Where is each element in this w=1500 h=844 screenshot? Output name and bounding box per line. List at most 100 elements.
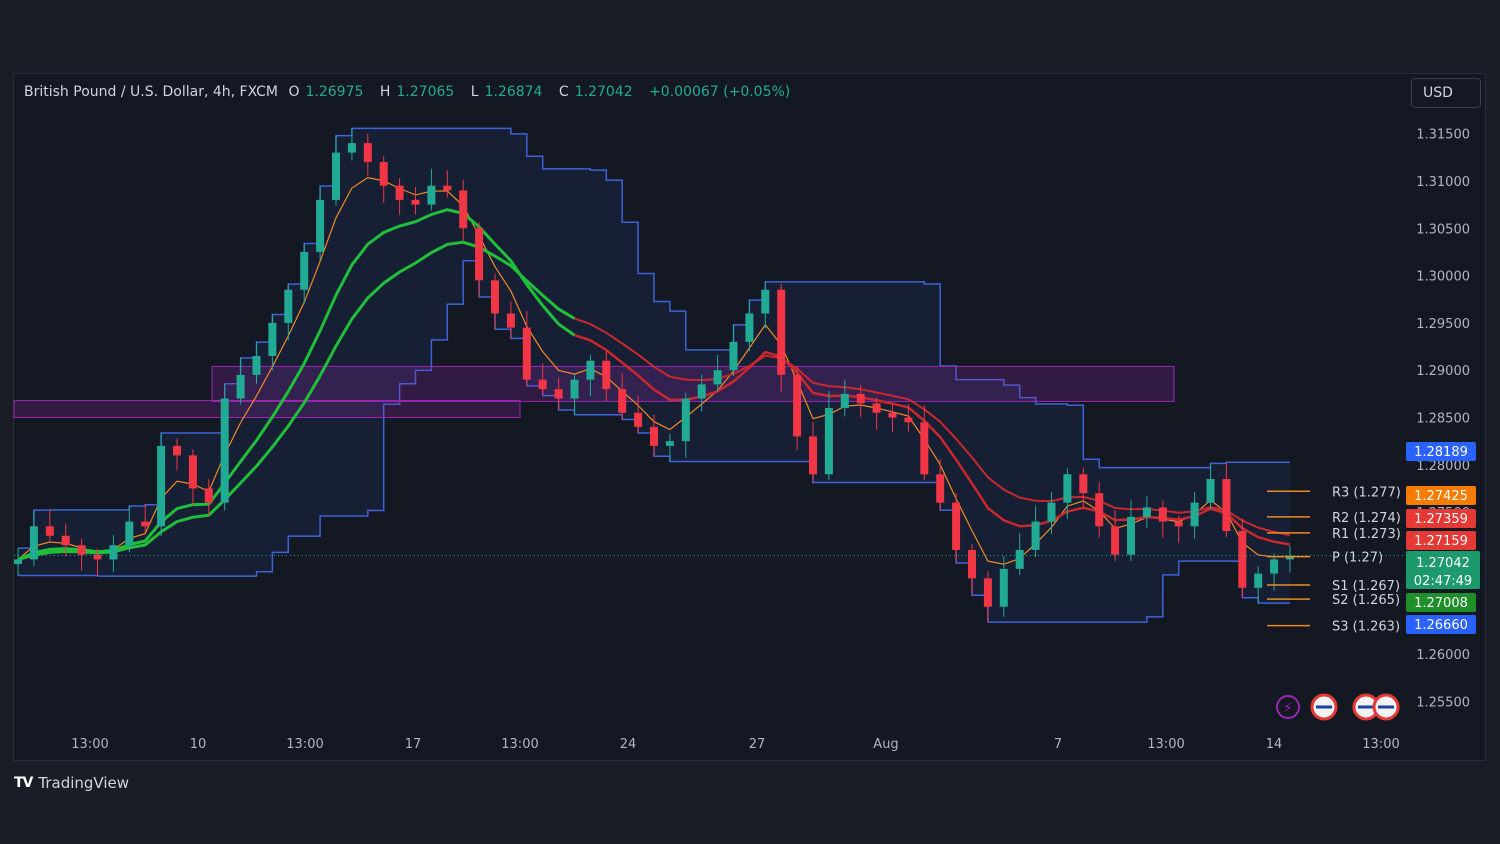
- currency-selector[interactable]: USD: [1411, 78, 1481, 108]
- y-tick-label: 1.25500: [1416, 695, 1470, 710]
- price-change: +0.00067 (+0.05%): [649, 84, 791, 100]
- candle-body: [109, 545, 118, 560]
- candle-body: [1047, 502, 1056, 522]
- candle-body: [665, 441, 674, 446]
- candle-body: [300, 251, 309, 290]
- brand-label: TradingView: [38, 774, 130, 792]
- x-tick-label: 24: [620, 737, 637, 752]
- donchian-upper-tag-text: 1.28189: [1414, 445, 1468, 460]
- candle-body: [713, 370, 722, 385]
- candle-body: [968, 549, 976, 579]
- x-tick-label: Aug: [873, 737, 898, 752]
- candle-body: [1174, 521, 1183, 527]
- tradingview-logo-icon: TV: [14, 775, 33, 791]
- candle-body: [570, 379, 579, 399]
- pivot-label: S1 (1.267): [1332, 579, 1400, 594]
- candle-body: [236, 374, 245, 399]
- candle-body: [347, 143, 356, 153]
- symbol-title[interactable]: British Pound / U.S. Dollar, 4h, FXCM: [24, 84, 279, 100]
- candle-body: [1270, 559, 1279, 574]
- donchian-lower-tag-text: 1.26660: [1414, 618, 1468, 633]
- candle-body: [1206, 479, 1215, 503]
- candle-body: [999, 568, 1008, 607]
- candle-body: [634, 412, 643, 427]
- r3-tag-text: 1.27425: [1414, 489, 1468, 504]
- donchian-fill: [18, 128, 1290, 623]
- candle-body: [586, 360, 595, 380]
- tradingview-brand[interactable]: TV TradingView: [14, 774, 129, 792]
- candle-body: [793, 374, 802, 437]
- candle-body: [952, 502, 961, 550]
- y-tick-label: 1.28000: [1416, 459, 1470, 474]
- x-tick-label: 13:00: [501, 737, 538, 752]
- candle-body: [77, 545, 86, 555]
- candle-body: [1031, 521, 1040, 550]
- x-tick-label: 13:00: [71, 737, 108, 752]
- candle-body: [936, 474, 945, 503]
- candle-body: [1158, 507, 1167, 522]
- candle-body: [1238, 531, 1247, 588]
- candle-body: [538, 379, 547, 390]
- candle-body: [252, 356, 261, 375]
- candle-body: [777, 289, 786, 375]
- ohlc-open: O 1.26975: [288, 84, 364, 100]
- pivot-label: S2 (1.265): [1332, 593, 1400, 608]
- x-tick-label: 13:00: [286, 737, 323, 752]
- candle-body: [45, 526, 54, 536]
- pivot-label: R2 (1.274): [1332, 511, 1401, 526]
- candle-body: [1111, 526, 1120, 555]
- candle-body: [141, 521, 150, 527]
- candle-body: [809, 436, 817, 475]
- candle-body: [188, 455, 197, 489]
- pivot-label: R3 (1.277): [1332, 485, 1401, 500]
- candle-body: [459, 190, 468, 229]
- x-tick-label: 17: [405, 737, 422, 752]
- ma-fast-red-line: [574, 334, 1291, 546]
- candle-body: [173, 445, 181, 456]
- y-tick-label: 1.29000: [1416, 364, 1470, 379]
- candle-body: [475, 228, 484, 281]
- candle-body: [554, 389, 563, 399]
- candle-body: [602, 360, 611, 390]
- s1-tag-text: 1.27008: [1414, 596, 1468, 611]
- y-tick-label: 1.30500: [1416, 222, 1470, 237]
- candle-body: [983, 578, 992, 607]
- candle-body: [1079, 474, 1088, 494]
- candle-body: [491, 280, 499, 314]
- candle-body: [761, 289, 770, 314]
- candle-body: [824, 408, 833, 475]
- ohlc-high: H 1.27065: [379, 84, 455, 100]
- candle-body: [1190, 502, 1199, 527]
- r3-tag: [1406, 486, 1476, 505]
- candle-body: [363, 143, 372, 163]
- y-tick-label: 1.31000: [1416, 175, 1470, 190]
- last-price-tag: [1406, 551, 1480, 589]
- candle-body: [316, 199, 325, 252]
- candle-body: [681, 398, 690, 442]
- candle-body: [522, 327, 531, 380]
- y-tick-label: 1.31500: [1416, 128, 1470, 143]
- pivot-label: S3 (1.263): [1332, 620, 1400, 635]
- candle-body: [1286, 555, 1294, 560]
- pivot-label: P (1.27): [1332, 551, 1383, 566]
- countdown-text: 02:47:49: [1414, 574, 1472, 589]
- ohlc-close: C 1.27042: [558, 84, 633, 100]
- x-tick-label: 27: [749, 737, 766, 752]
- candle-body: [888, 412, 897, 418]
- s1-tag: [1406, 593, 1476, 612]
- x-tick-label: 7: [1054, 737, 1062, 752]
- candle-body: [506, 313, 515, 328]
- candle-body: [29, 526, 38, 560]
- candle-body: [1063, 474, 1072, 503]
- candle-body: [284, 289, 293, 323]
- candle-body: [1015, 549, 1024, 569]
- donchian-lower-tag: [1406, 615, 1476, 634]
- y-tick-label: 1.26000: [1416, 648, 1470, 663]
- candle-body: [395, 185, 404, 200]
- x-tick-label: 13:00: [1147, 737, 1184, 752]
- x-tick-label: 14: [1266, 737, 1283, 752]
- candle-body: [872, 403, 881, 413]
- candle-body: [745, 313, 754, 342]
